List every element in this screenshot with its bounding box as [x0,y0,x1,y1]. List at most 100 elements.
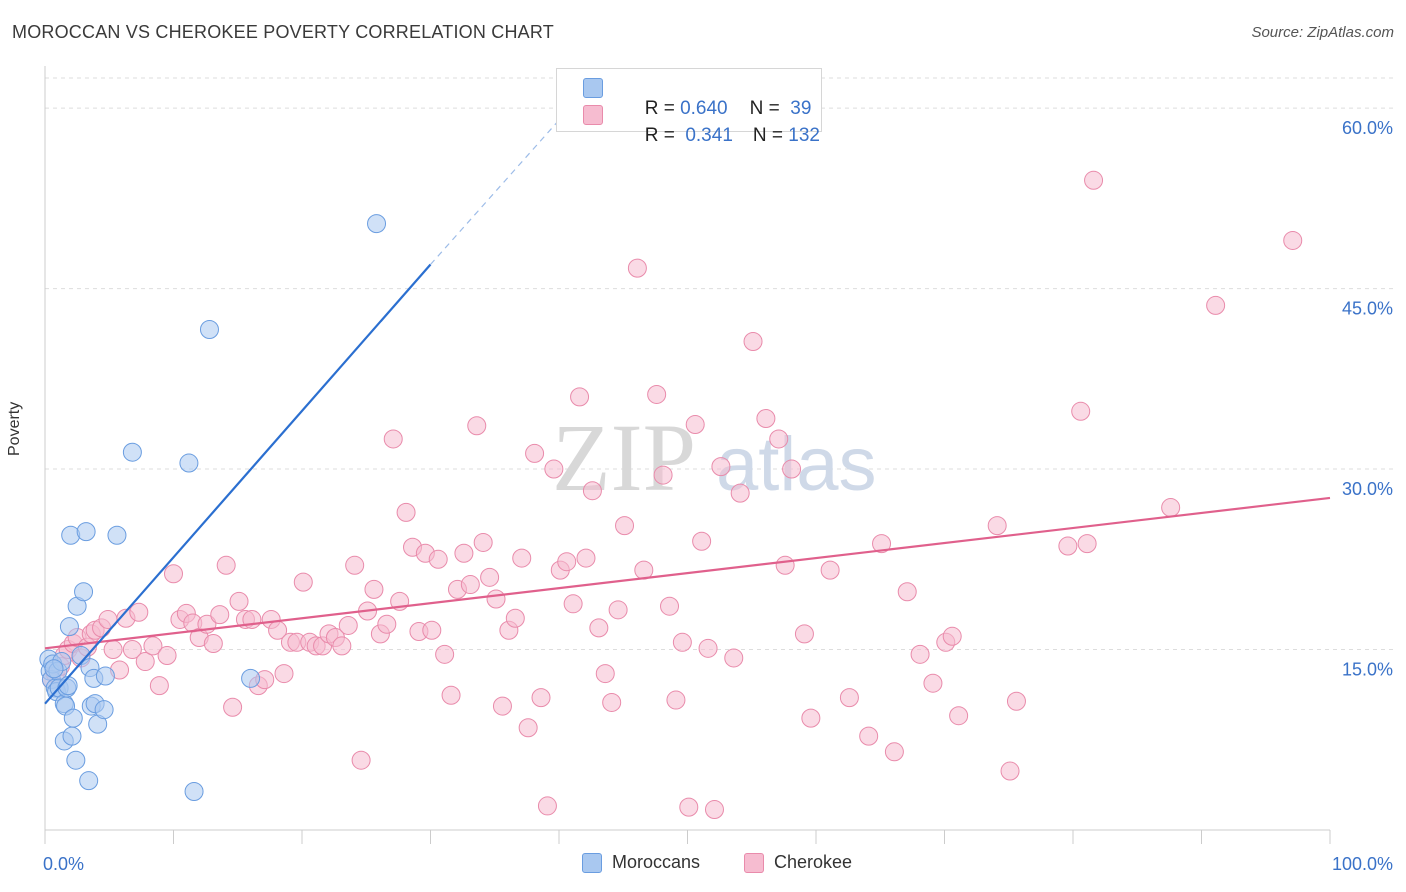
cherokee-trend-line [44,496,1331,650]
cherokee-point [525,443,545,463]
cherokee-point [839,688,859,708]
moroccans-point [76,522,96,542]
cherokee-point [396,502,416,522]
moroccans-swatch [583,78,603,98]
cherokee-point [576,548,596,568]
cherokee-point [1006,691,1026,711]
moroccans-point [74,582,94,602]
cherokee-point [698,638,718,658]
cherokee-point [563,594,583,614]
cherokee-point [135,652,155,672]
moroccans-point [62,726,82,746]
moroccans-point [63,708,83,728]
legend-row-cherokee: R = 0.341 N = 132 [583,103,820,146]
cherokee-point [229,591,249,611]
cherokee-point [1058,536,1078,556]
cherokee-point [473,532,493,552]
moroccans-point [61,525,81,545]
y-axis-label: Poverty [6,401,23,456]
x-tick-label: 0.0% [43,854,84,874]
cherokee-point [724,648,744,668]
cherokee-point [492,696,512,716]
cherokee-point [884,742,904,762]
cherokee-swatch [583,105,603,125]
chart-title: MOROCCAN VS CHEROKEE POVERTY CORRELATION… [12,22,554,42]
legend-row-moroccans: R = 0.640 N = 39 [583,76,811,119]
cherokee-point [1000,761,1020,781]
y-tick-label: 30.0% [1342,479,1393,499]
moroccans-point [107,525,127,545]
cherokee-point [364,579,384,599]
cherokee-point [435,644,455,664]
moroccans-point [59,617,79,637]
cherokee-point [544,459,564,479]
cherokee-point [122,640,142,660]
cherokee-point [210,605,230,625]
cherokee-point [660,596,680,616]
moroccans-point [66,750,86,770]
cherokee-point [615,516,635,536]
cherokee-point [653,465,673,485]
cherokee-point [942,626,962,646]
cherokee-point [1161,498,1181,518]
cherokee-point [274,664,294,684]
cherokee-point [949,706,969,726]
cherokee-point [743,332,763,352]
cherokee-point [602,692,622,712]
moroccans-point [179,453,199,473]
moroccans-point [199,319,219,339]
cherokee-point [910,644,930,664]
cherokee-point [164,564,183,584]
moroccans-point [122,442,142,462]
cherokee-point [216,555,236,575]
moroccans-points [39,214,387,801]
cherokee-point [537,796,557,816]
cherokee-point [1077,534,1097,554]
cherokee-point [692,531,712,551]
cherokee-point [467,416,487,436]
cherokee-legend-swatch [744,853,764,873]
cherokee-point [203,634,223,654]
cherokee-point [531,688,551,708]
cherokee-point [589,618,609,638]
cherokee-point [647,384,667,404]
cherokee-point [505,608,525,628]
moroccans-point [44,659,64,679]
moroccans-point [95,666,115,686]
cherokee-point [923,673,943,693]
cherokee-point [679,797,699,817]
moroccans-legend-swatch [582,853,602,873]
cherokee-point [627,258,647,278]
tick-labels: 15.0% 30.0% 45.0% 60.0% 0.0% 100.0% [43,118,1393,874]
r-label: R = [644,98,681,119]
x-tick-label: 100.0% [1332,854,1393,874]
cherokee-point [730,483,750,503]
n-value: 132 [788,125,820,146]
cherokee-point [711,457,731,477]
cherokee-point [103,640,123,660]
cherokee-point [570,387,590,407]
cherokee-point [769,429,789,449]
cherokee-point [223,697,243,717]
cherokee-point [672,632,692,652]
cherokee-point [1071,401,1091,421]
axes [44,66,1331,844]
cherokee-point [157,646,177,666]
cherokee-point [351,750,371,770]
cherokee-point [1283,230,1303,250]
cherokee-point [794,624,814,644]
cherokee-point [293,572,313,592]
n-value: 39 [784,98,812,119]
cherokee-point [345,555,365,575]
cherokee-point [512,548,532,568]
cherokee-point [756,409,776,429]
cherokee-point [801,708,821,728]
cherokee-point [685,415,705,435]
watermark-zip: ZIP [552,404,696,511]
cherokee-point [480,567,500,587]
moroccans-point [367,214,387,234]
legend-label: Cherokee [774,852,853,872]
cherokee-point [338,615,358,635]
source-label: Source: ZipAtlas.com [1251,24,1394,41]
